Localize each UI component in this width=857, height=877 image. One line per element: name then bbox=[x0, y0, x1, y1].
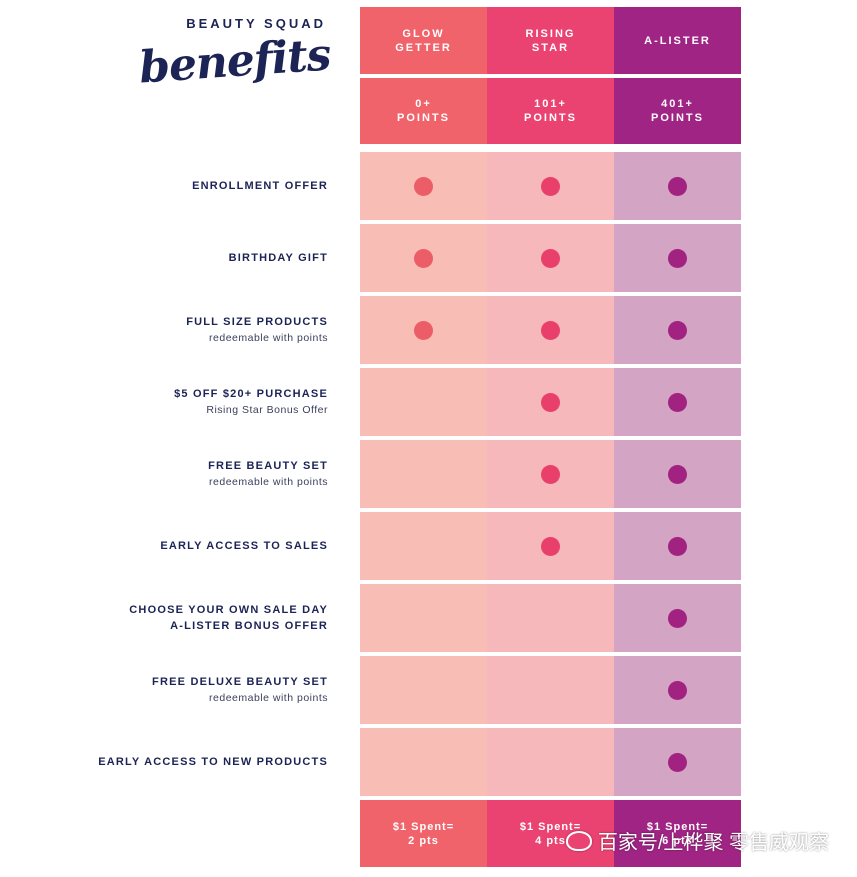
benefit-label: EARLY ACCESS TO NEW PRODUCTS bbox=[98, 728, 328, 796]
tier-name: A-LISTER bbox=[644, 34, 711, 47]
benefit-cell bbox=[614, 224, 741, 292]
included-dot-icon bbox=[668, 248, 687, 268]
benefit-cell bbox=[487, 368, 614, 436]
benefit-cell bbox=[614, 368, 741, 436]
tier-header-cell: A-LISTER bbox=[614, 7, 741, 74]
benefit-cell bbox=[487, 152, 614, 220]
tier-header-cell: GLOW GETTER bbox=[360, 7, 487, 74]
brand-heading: BEAUTY SQUAD bbox=[186, 16, 326, 31]
benefit-cell bbox=[614, 512, 741, 580]
benefit-label: FREE BEAUTY SET redeemable with points bbox=[208, 440, 328, 508]
included-dot-icon bbox=[668, 392, 687, 412]
included-dot-icon bbox=[541, 536, 560, 556]
earn-rate: $1 Spent= 6 pts bbox=[646, 820, 709, 847]
tier-points: 101+ POINTS bbox=[524, 98, 577, 124]
included-dot-icon bbox=[668, 608, 687, 628]
benefit-label: BIRTHDAY GIFT bbox=[229, 224, 328, 292]
benefit-cell bbox=[487, 728, 614, 796]
earn-rate: $1 Spent= 4 pts bbox=[519, 820, 582, 847]
benefit-subtitle: redeemable with points bbox=[209, 332, 328, 344]
benefit-title: $5 OFF $20+ PURCHASE bbox=[174, 388, 328, 400]
watermark-logo-icon bbox=[565, 830, 592, 851]
benefit-cell bbox=[487, 584, 614, 652]
included-dot-icon bbox=[668, 320, 687, 340]
included-dot-icon bbox=[414, 320, 433, 340]
benefit-cell bbox=[360, 584, 487, 652]
benefit-cell bbox=[360, 440, 487, 508]
benefit-title: FREE DELUXE BEAUTY SET bbox=[152, 676, 328, 688]
included-dot-icon bbox=[541, 392, 560, 412]
benefit-cell bbox=[487, 512, 614, 580]
watermark: 百家号/上桦聚 零售威观察 bbox=[565, 826, 829, 855]
included-dot-icon bbox=[668, 176, 687, 196]
included-dot-icon bbox=[668, 464, 687, 484]
benefit-cell bbox=[360, 368, 487, 436]
benefit-subtitle: redeemable with points bbox=[209, 476, 328, 488]
benefit-title: EARLY ACCESS TO NEW PRODUCTS bbox=[98, 756, 328, 768]
benefit-title: BIRTHDAY GIFT bbox=[228, 252, 328, 264]
benefit-cell bbox=[360, 224, 487, 292]
tier-header-cell: 101+ POINTS bbox=[487, 78, 614, 144]
benefit-title: FREE BEAUTY SET bbox=[208, 460, 328, 472]
benefit-cell bbox=[614, 728, 741, 796]
tier-points: 0+ POINTS bbox=[397, 98, 450, 124]
benefits-script-title: benefits bbox=[136, 29, 332, 94]
earn-rate-cell: $1 Spent= 6 pts bbox=[614, 800, 741, 867]
tier-header-cell: 401+ POINTS bbox=[614, 78, 741, 144]
included-dot-icon bbox=[668, 752, 687, 772]
benefit-cell bbox=[360, 296, 487, 364]
tier-name: GLOW GETTER bbox=[395, 27, 452, 54]
benefit-title: EARLY ACCESS TO SALES bbox=[160, 540, 328, 552]
tier-points: 401+ POINTS bbox=[651, 98, 704, 124]
benefit-label: FREE DELUXE BEAUTY SET redeemable with po… bbox=[152, 656, 328, 724]
benefit-cell bbox=[614, 440, 741, 508]
title-block: BEAUTY SQUAD benefits bbox=[137, 12, 350, 112]
benefit-label: FULL SIZE PRODUCTS redeemable with points bbox=[186, 296, 328, 364]
benefit-cell bbox=[487, 440, 614, 508]
included-dot-icon bbox=[541, 176, 560, 196]
earn-rate: $1 Spent= 2 pts bbox=[392, 820, 455, 847]
benefit-cell bbox=[614, 656, 741, 724]
earn-rate-cell: $1 Spent= 2 pts bbox=[360, 800, 487, 867]
included-dot-icon bbox=[541, 464, 560, 484]
benefit-cell bbox=[614, 584, 741, 652]
benefit-label: $5 OFF $20+ PURCHASE Rising Star Bonus Of… bbox=[174, 368, 328, 436]
benefit-label: ENROLLMENT OFFER bbox=[192, 152, 328, 220]
included-dot-icon bbox=[414, 248, 433, 268]
benefit-subtitle: Rising Star Bonus Offer bbox=[206, 404, 328, 416]
tier-header-cell: 0+ POINTS bbox=[360, 78, 487, 144]
benefit-subtitle: redeemable with points bbox=[209, 692, 328, 704]
benefit-cell bbox=[360, 656, 487, 724]
included-dot-icon bbox=[541, 320, 560, 340]
benefit-label: CHOOSE YOUR OWN SALE DAY A-LISTER BONUS … bbox=[129, 584, 328, 652]
tier-name: RISING STAR bbox=[525, 27, 576, 54]
benefit-cell bbox=[360, 728, 487, 796]
included-dot-icon bbox=[541, 248, 560, 268]
tier-header-cell: RISING STAR bbox=[487, 7, 614, 74]
earn-rate-cell: $1 Spent= 4 pts bbox=[487, 800, 614, 867]
benefit-cell bbox=[360, 512, 487, 580]
benefit-title: CHOOSE YOUR OWN SALE DAY A-LISTER BONUS … bbox=[129, 604, 328, 632]
benefit-cell bbox=[360, 152, 487, 220]
benefit-title: ENROLLMENT OFFER bbox=[192, 180, 328, 192]
benefit-cell bbox=[614, 152, 741, 220]
benefit-cell bbox=[614, 296, 741, 364]
included-dot-icon bbox=[668, 536, 687, 556]
benefit-label: EARLY ACCESS TO SALES bbox=[160, 512, 328, 580]
included-dot-icon bbox=[414, 176, 433, 196]
benefit-cell bbox=[487, 656, 614, 724]
included-dot-icon bbox=[668, 680, 687, 700]
benefit-cell bbox=[487, 224, 614, 292]
benefit-cell bbox=[487, 296, 614, 364]
watermark-text: 百家号/上桦聚 零售威观察 bbox=[597, 832, 829, 854]
benefit-title: FULL SIZE PRODUCTS bbox=[186, 316, 328, 328]
